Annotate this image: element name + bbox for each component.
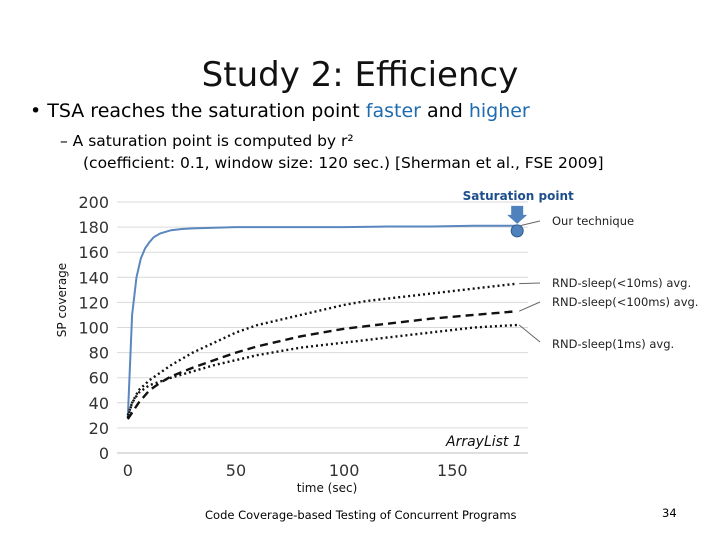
bullet-faster: faster: [365, 100, 421, 122]
inset-label: ArrayList 1: [445, 434, 522, 450]
x-axis-label: time (sec): [297, 481, 358, 495]
sub-bullet: – A saturation point is computed by r² (…: [60, 130, 604, 174]
series-leader-1: [519, 282, 541, 285]
page-number: 34: [662, 506, 677, 520]
sub-bullet-line2: (coefficient: 0.1, window size: 120 sec.…: [83, 154, 604, 172]
y-tick-20: 20: [89, 419, 109, 438]
series-leader-0: [519, 220, 541, 227]
x-tick-50: 50: [226, 461, 246, 480]
series-line-3: [126, 323, 518, 416]
y-tick-0: 0: [99, 444, 109, 463]
saturation-arrow-icon: [507, 205, 528, 224]
series-label-3: RND-sleep(1ms) avg.: [552, 337, 674, 351]
chart-series: [126, 224, 518, 420]
bullet-and: and: [420, 100, 469, 122]
series-label-1: RND-sleep(<10ms) avg.: [552, 276, 691, 290]
y-tick-160: 160: [78, 243, 109, 262]
y-tick-200: 200: [78, 193, 109, 212]
series-label-2: RND-sleep(<100ms) avg.: [552, 295, 698, 309]
y-tick-60: 60: [89, 369, 109, 388]
bullet-higher: higher: [468, 100, 530, 122]
y-tick-labels: 0 20 40 60 80 100 120 140 160 180 200: [78, 193, 109, 463]
series-line-1: [126, 282, 518, 419]
bullet-point: • TSA reaches the saturation point faste…: [30, 100, 530, 122]
y-tick-180: 180: [78, 218, 109, 237]
y-tick-120: 120: [78, 293, 109, 312]
series-leader-2: [518, 301, 541, 312]
y-tick-40: 40: [89, 394, 109, 413]
series-leader-3: [518, 324, 541, 343]
series-line-2: [126, 310, 518, 420]
y-tick-80: 80: [89, 344, 109, 363]
x-tick-0: 0: [123, 461, 133, 480]
series-line-0: [126, 224, 518, 418]
y-tick-100: 100: [78, 319, 109, 338]
saturation-point-label: Saturation point: [463, 189, 574, 203]
saturation-marker: [510, 224, 524, 238]
x-tick-150: 150: [437, 461, 468, 480]
slide-title: Study 2: Efficiency: [201, 55, 519, 95]
series-label-0: Our technique: [552, 214, 634, 228]
x-tick-labels: 0 50 100 150: [123, 461, 468, 480]
y-tick-140: 140: [78, 268, 109, 287]
bullet-text-prefix: • TSA reaches the saturation point: [30, 100, 366, 122]
x-tick-100: 100: [329, 461, 360, 480]
footer-text: Code Coverage-based Testing of Concurren…: [205, 508, 517, 522]
y-axis-label: SP coverage: [55, 263, 69, 337]
series-labels: Our technique RND-sleep(<10ms) avg. RND-sl…: [518, 214, 698, 351]
sub-bullet-line1: – A saturation point is computed by r²: [60, 132, 354, 150]
